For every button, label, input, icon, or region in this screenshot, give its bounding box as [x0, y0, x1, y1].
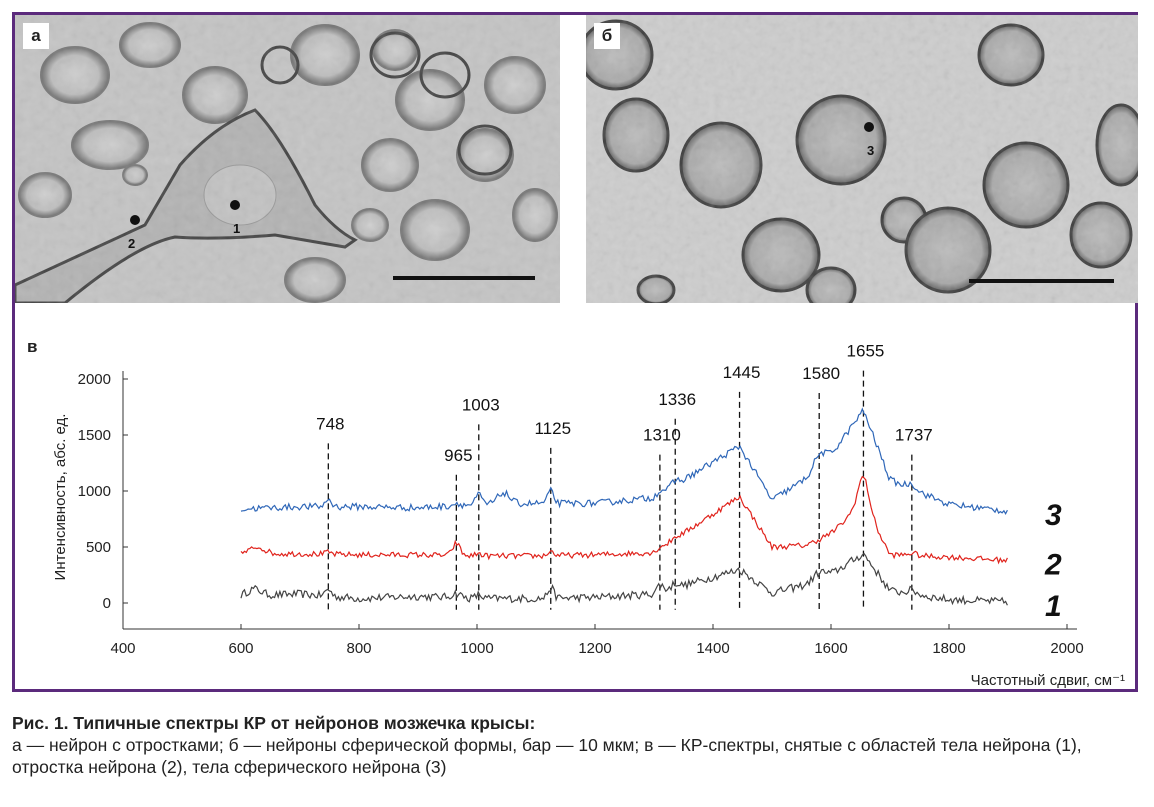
- panel-label-a: а: [23, 23, 49, 49]
- x-tick-label: 1400: [696, 640, 729, 657]
- micrograph-b: 3 б: [586, 15, 1138, 303]
- marker-label-1: 1: [233, 221, 240, 236]
- series-label-1: 1: [1045, 590, 1062, 623]
- x-tick-label: 1600: [814, 640, 847, 657]
- y-tick-label: 1500: [78, 427, 111, 444]
- chart-axes: 400 600 800 1000 1200 1400 1600 1800 2000 0 500 100…: [52, 371, 1125, 689]
- spectrum-series-2: [240, 475, 1008, 565]
- spectrum-series-1: [240, 552, 1008, 606]
- peak-label-1655: 1655: [847, 342, 885, 361]
- panel-label-b: б: [594, 23, 620, 49]
- y-tick-label: 500: [86, 539, 111, 556]
- x-axis-label: Частотный сдвиг, см⁻¹: [971, 672, 1125, 689]
- x-tick-label: 600: [228, 640, 253, 657]
- micrograph-a: 1 2 а: [15, 15, 560, 303]
- peak-label-1336: 1336: [658, 390, 696, 409]
- x-tick-label: 2000: [1050, 640, 1083, 657]
- y-tick-label: 1000: [78, 483, 111, 500]
- peak-label-748: 748: [316, 414, 344, 433]
- y-tick-label: 2000: [78, 371, 111, 388]
- y-tick-label: 0: [103, 595, 111, 612]
- panel-label-v: в: [27, 337, 38, 356]
- marker-label-3: 3: [867, 143, 874, 158]
- x-tick-label: 1800: [932, 640, 965, 657]
- x-tick-label: 1000: [460, 640, 493, 657]
- peak-label-1125: 1125: [534, 419, 571, 438]
- peak-label-1003: 1003: [462, 395, 500, 414]
- x-tick-label: 800: [346, 640, 371, 657]
- x-tick-label: 400: [110, 640, 135, 657]
- figure-frame: 1 2 а: [12, 12, 1138, 692]
- peak-label-1580: 1580: [802, 364, 840, 383]
- spectra-series: [240, 407, 1008, 606]
- marker-label-2: 2: [128, 236, 135, 251]
- raman-spectra-chart: 400 600 800 1000 1200 1400 1600 1800 2000 0 500 100…: [52, 342, 1125, 689]
- caption-body: а — нейрон с отростками; б — нейроны сфе…: [12, 735, 1082, 777]
- peak-label-965: 965: [444, 446, 472, 465]
- peak-marker-lines: 748 965 1003 1125 1310 1336 1445 1580 1655 1737: [316, 342, 933, 610]
- spectrum-series-3: [240, 407, 1008, 515]
- y-axis-label: Интенсивность, абс. ед.: [52, 414, 69, 581]
- peak-label-1310: 1310: [643, 426, 681, 445]
- chart-labels: 1 2 3: [1044, 499, 1062, 623]
- series-label-2: 2: [1044, 548, 1062, 581]
- peak-label-1737: 1737: [895, 426, 933, 445]
- series-label-3: 3: [1045, 499, 1062, 532]
- peak-label-1445: 1445: [723, 363, 761, 382]
- caption-title: Рис. 1. Типичные спектры КР от нейронов …: [12, 713, 536, 733]
- x-tick-label: 1200: [578, 640, 611, 657]
- figure-caption: Рис. 1. Типичные спектры КР от нейронов …: [12, 712, 1140, 778]
